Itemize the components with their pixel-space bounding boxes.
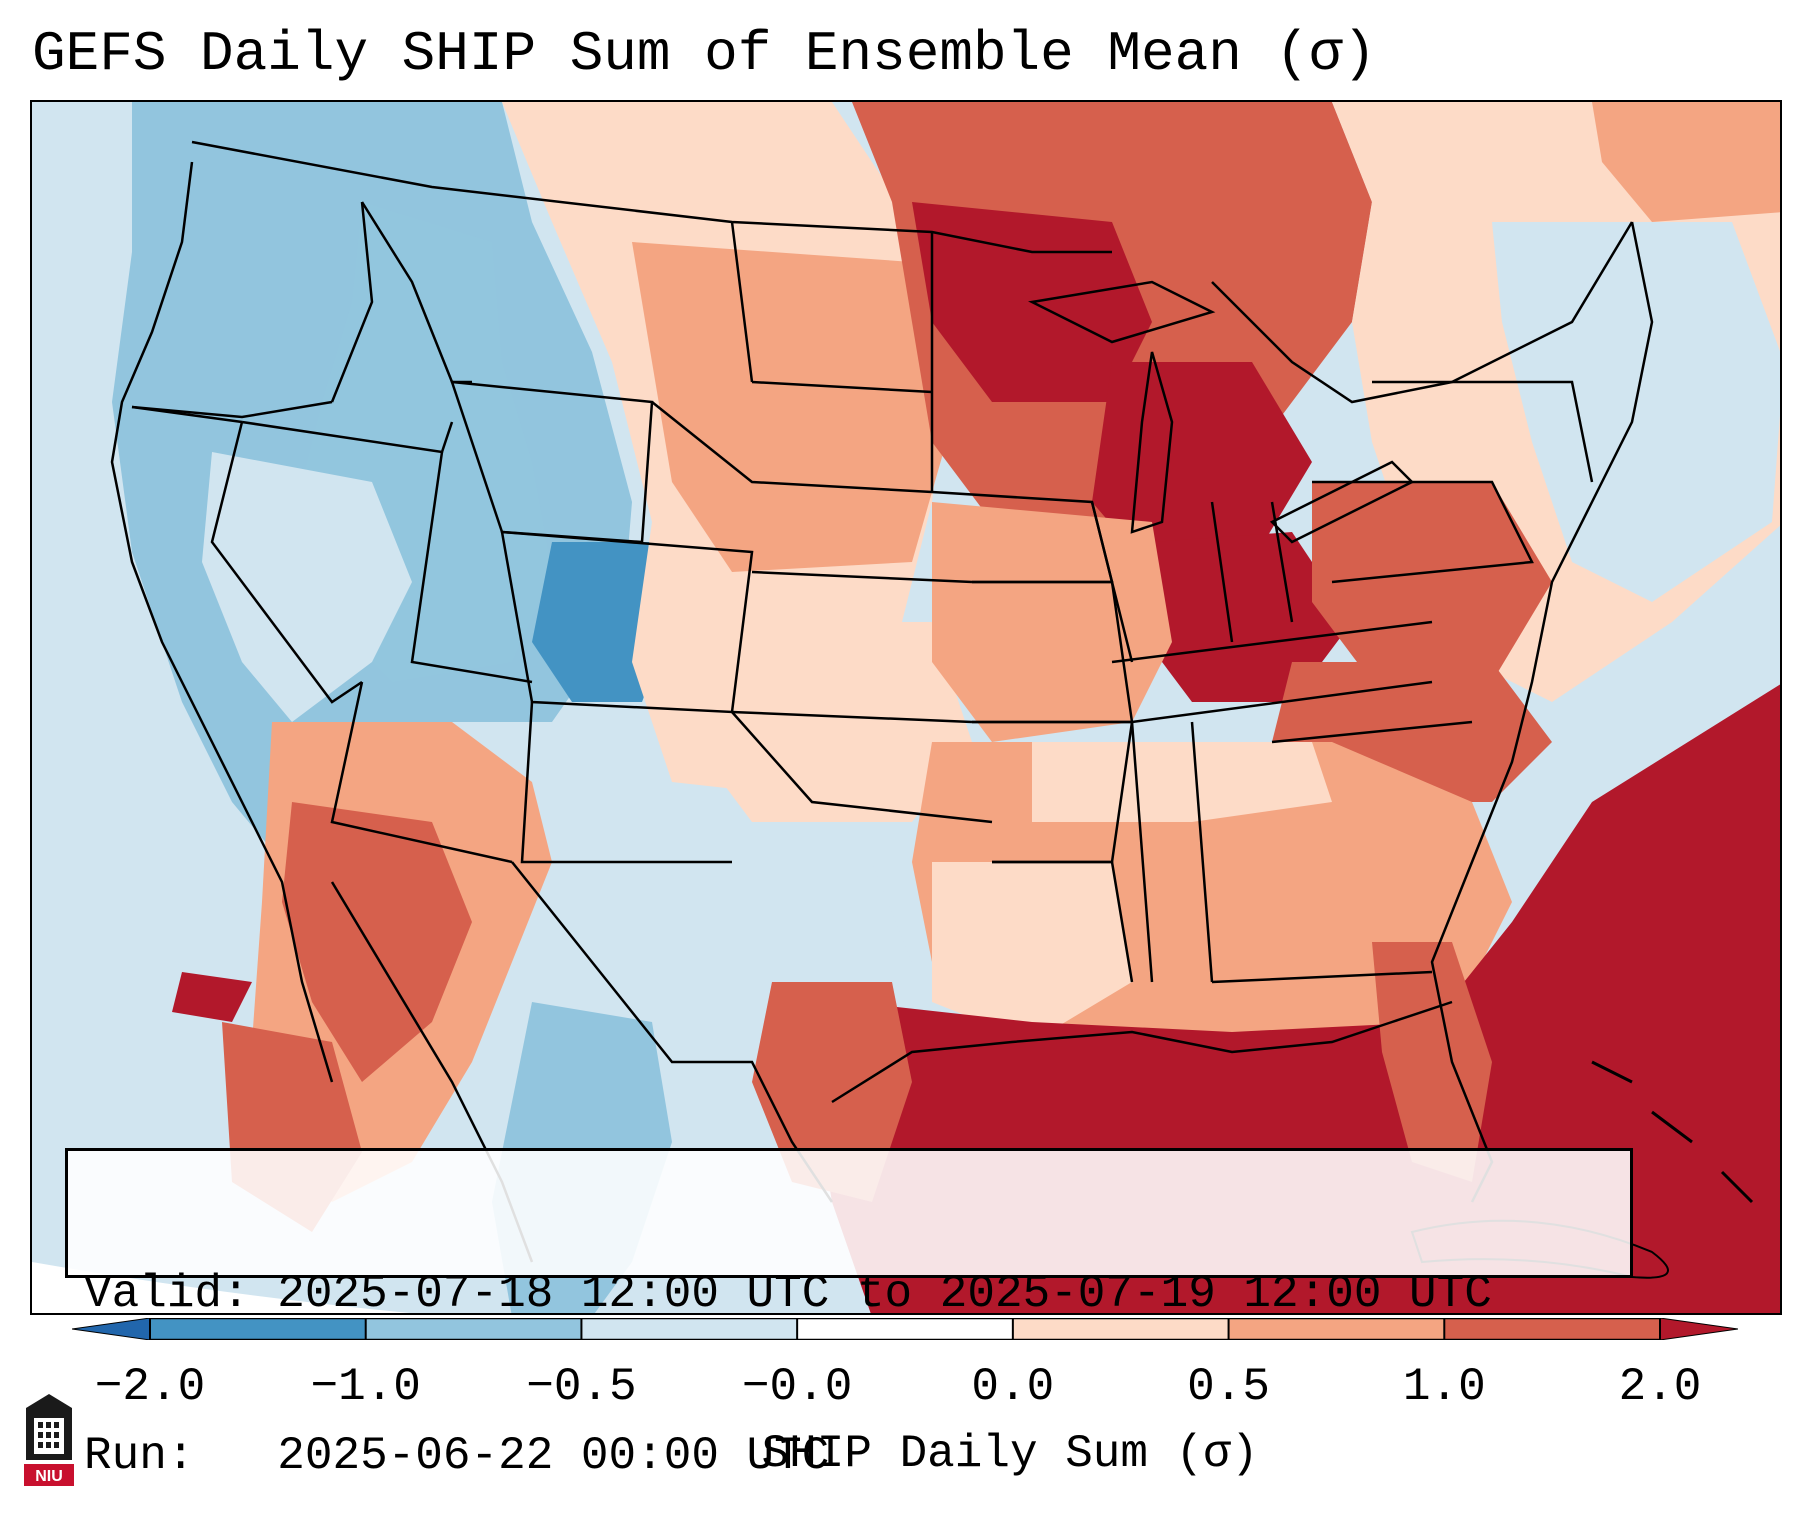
map-title: GEFS Daily SHIP Sum of Ensemble Mean (σ) bbox=[32, 22, 1377, 86]
border-wa-or bbox=[131, 400, 333, 419]
border-nm bbox=[520, 701, 732, 864]
colorbar-tick-label: 2.0 bbox=[1618, 1361, 1702, 1413]
border-tn-ky bbox=[1111, 620, 1433, 664]
border-tn-south bbox=[1131, 680, 1433, 724]
region-tennessee bbox=[1032, 742, 1332, 822]
region-ohio bbox=[1132, 532, 1352, 702]
border-nd-sd bbox=[751, 380, 933, 394]
colorbar-bin bbox=[365, 1318, 582, 1340]
valid-value: 2025-07-18 12:00 UTC to 2025-07-19 12:00… bbox=[277, 1268, 1492, 1320]
colorbar-tick-label: −0.0 bbox=[741, 1361, 853, 1413]
valid-line: Valid: 2025-07-18 12:00 UTC to 2025-07-1… bbox=[84, 1267, 1614, 1321]
colorbar-bin bbox=[797, 1318, 1014, 1340]
west-coast bbox=[110, 161, 334, 1083]
colorbar-extend-low bbox=[72, 1318, 151, 1340]
colorbar-bin bbox=[1012, 1318, 1230, 1340]
border-az bbox=[330, 681, 513, 864]
region-gulf-california bbox=[172, 972, 252, 1022]
region-kansas bbox=[692, 622, 972, 822]
border-pa bbox=[1312, 480, 1534, 584]
region-maine-coast bbox=[1592, 102, 1780, 222]
lake-erie bbox=[1269, 460, 1415, 544]
border-sd-ne bbox=[651, 401, 933, 494]
colorbar-bin bbox=[150, 1318, 367, 1340]
colorbar-bin bbox=[581, 1318, 798, 1340]
region-arizona bbox=[282, 802, 472, 1082]
colorbar-extend-high bbox=[1659, 1318, 1738, 1340]
colorbar-tick-label: −0.5 bbox=[526, 1361, 637, 1413]
border-la bbox=[992, 860, 1134, 983]
region-east-texas bbox=[752, 982, 912, 1202]
border-ms-al bbox=[1130, 721, 1214, 983]
region-pennsylvania bbox=[1312, 482, 1552, 682]
colorbar-tick-label: −2.0 bbox=[94, 1361, 206, 1413]
border-mt-nd bbox=[730, 221, 754, 383]
run-label: Run: bbox=[84, 1430, 195, 1482]
border-nv bbox=[210, 421, 363, 704]
state-borders bbox=[110, 140, 1654, 1263]
region-lower-mississippi bbox=[932, 862, 1132, 1042]
lake-michigan bbox=[1130, 351, 1174, 534]
region-michigan bbox=[1092, 362, 1312, 572]
bahamas-outline bbox=[1591, 1060, 1754, 1204]
region-nevada bbox=[202, 452, 412, 722]
region-iowa-illinois bbox=[932, 502, 1172, 742]
colorbar-label: SHIP Daily Sum (σ) bbox=[761, 1428, 1259, 1480]
colorbar bbox=[72, 1318, 1738, 1340]
region-new-england bbox=[1492, 222, 1780, 602]
border-ny bbox=[1372, 380, 1594, 483]
canada-border-east bbox=[1211, 221, 1634, 404]
colorbar-bin bbox=[1228, 1318, 1445, 1340]
validity-info-box: Valid: 2025-07-18 12:00 UTC to 2025-07-1… bbox=[65, 1148, 1633, 1482]
border-or-ca bbox=[131, 405, 243, 424]
colorbar-tick-label: 0.5 bbox=[1187, 1361, 1270, 1413]
outside-domain bbox=[32, 1262, 410, 1313]
niu-logo-icon: NIU bbox=[24, 1394, 74, 1486]
colorbar-tick-label: 0.0 bbox=[971, 1361, 1055, 1413]
map-canvas bbox=[32, 102, 1780, 1313]
east-coast bbox=[1430, 221, 1654, 1203]
colorbar-bin bbox=[1444, 1318, 1661, 1340]
colorbar-tick-label: 1.0 bbox=[1402, 1361, 1486, 1413]
border-ok-tx bbox=[731, 711, 993, 824]
border-ne-ks bbox=[751, 570, 973, 584]
border-ks-ok bbox=[731, 710, 973, 724]
border-ga-fl bbox=[1211, 970, 1433, 984]
border-or-id bbox=[330, 201, 374, 403]
border-ut bbox=[410, 451, 533, 684]
colorbar-tick-label: −1.0 bbox=[310, 1361, 421, 1413]
run-line: Run: 2025-06-22 00:00 UTC bbox=[84, 1429, 1614, 1483]
border-il-in-oh bbox=[1090, 501, 1294, 663]
run-value: 2025-06-22 00:00 UTC bbox=[277, 1430, 830, 1482]
map-panel bbox=[30, 100, 1782, 1315]
logo-text: NIU bbox=[35, 1468, 63, 1485]
lake-superior bbox=[1028, 280, 1216, 344]
region-florida bbox=[1372, 942, 1492, 1182]
valid-label: Valid: bbox=[84, 1268, 250, 1320]
border-nc-sc bbox=[1271, 720, 1473, 744]
gulf-coast bbox=[831, 1000, 1453, 1104]
canada-border bbox=[191, 140, 1112, 254]
